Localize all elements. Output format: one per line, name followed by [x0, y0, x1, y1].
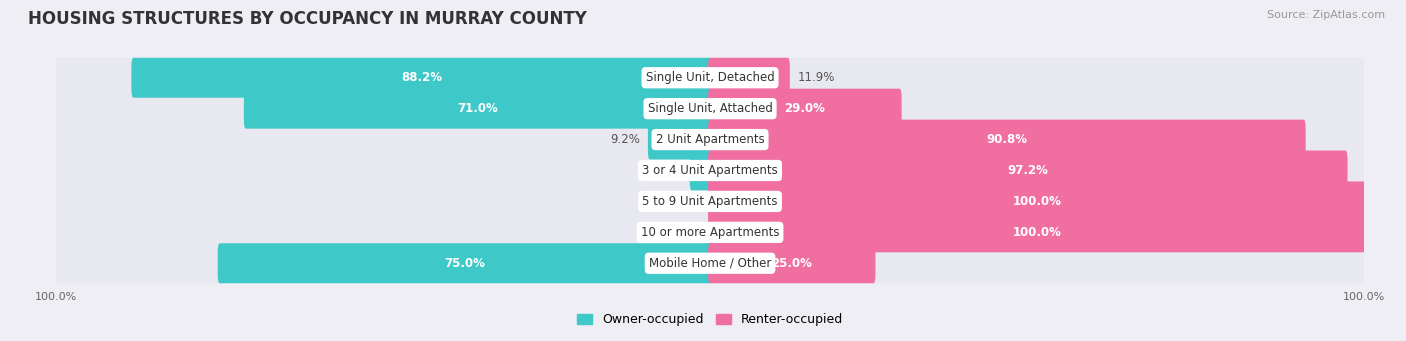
FancyBboxPatch shape	[709, 150, 1365, 191]
Text: 71.0%: 71.0%	[457, 102, 498, 115]
Text: 90.8%: 90.8%	[987, 133, 1028, 146]
Text: 29.0%: 29.0%	[785, 102, 825, 115]
Text: 100.0%: 100.0%	[1012, 226, 1062, 239]
Text: 0.0%: 0.0%	[664, 195, 693, 208]
FancyBboxPatch shape	[218, 243, 711, 283]
FancyBboxPatch shape	[709, 212, 1365, 252]
Text: 75.0%: 75.0%	[444, 257, 485, 270]
Text: 10 or more Apartments: 10 or more Apartments	[641, 226, 779, 239]
FancyBboxPatch shape	[709, 243, 876, 283]
FancyBboxPatch shape	[243, 89, 711, 129]
FancyBboxPatch shape	[709, 89, 901, 129]
FancyBboxPatch shape	[709, 181, 1365, 221]
FancyBboxPatch shape	[709, 89, 1365, 129]
Text: 11.9%: 11.9%	[797, 71, 835, 84]
FancyBboxPatch shape	[55, 243, 711, 283]
FancyBboxPatch shape	[709, 120, 1365, 160]
Text: 88.2%: 88.2%	[401, 71, 443, 84]
Text: 5 to 9 Unit Apartments: 5 to 9 Unit Apartments	[643, 195, 778, 208]
FancyBboxPatch shape	[648, 120, 711, 160]
Text: 100.0%: 100.0%	[1012, 195, 1062, 208]
Text: 3 or 4 Unit Apartments: 3 or 4 Unit Apartments	[643, 164, 778, 177]
Text: 0.0%: 0.0%	[664, 226, 693, 239]
Text: 9.2%: 9.2%	[610, 133, 640, 146]
FancyBboxPatch shape	[55, 150, 711, 191]
FancyBboxPatch shape	[709, 212, 1365, 252]
Text: HOUSING STRUCTURES BY OCCUPANCY IN MURRAY COUNTY: HOUSING STRUCTURES BY OCCUPANCY IN MURRA…	[28, 10, 586, 28]
FancyBboxPatch shape	[55, 58, 711, 98]
FancyBboxPatch shape	[690, 150, 711, 191]
FancyBboxPatch shape	[55, 89, 711, 129]
Text: Single Unit, Attached: Single Unit, Attached	[648, 102, 772, 115]
FancyBboxPatch shape	[709, 243, 1365, 283]
FancyBboxPatch shape	[709, 120, 1306, 160]
FancyBboxPatch shape	[709, 58, 1365, 98]
Text: Mobile Home / Other: Mobile Home / Other	[648, 257, 772, 270]
FancyBboxPatch shape	[55, 181, 711, 221]
FancyBboxPatch shape	[55, 120, 711, 160]
FancyBboxPatch shape	[709, 58, 790, 98]
Text: 2.8%: 2.8%	[652, 164, 682, 177]
FancyBboxPatch shape	[709, 181, 1365, 221]
Text: 2 Unit Apartments: 2 Unit Apartments	[655, 133, 765, 146]
FancyBboxPatch shape	[55, 212, 711, 252]
FancyBboxPatch shape	[709, 150, 1347, 191]
Text: Source: ZipAtlas.com: Source: ZipAtlas.com	[1267, 10, 1385, 20]
Text: 97.2%: 97.2%	[1007, 164, 1049, 177]
Text: 25.0%: 25.0%	[772, 257, 813, 270]
FancyBboxPatch shape	[131, 58, 711, 98]
Legend: Owner-occupied, Renter-occupied: Owner-occupied, Renter-occupied	[572, 308, 848, 331]
Text: Single Unit, Detached: Single Unit, Detached	[645, 71, 775, 84]
